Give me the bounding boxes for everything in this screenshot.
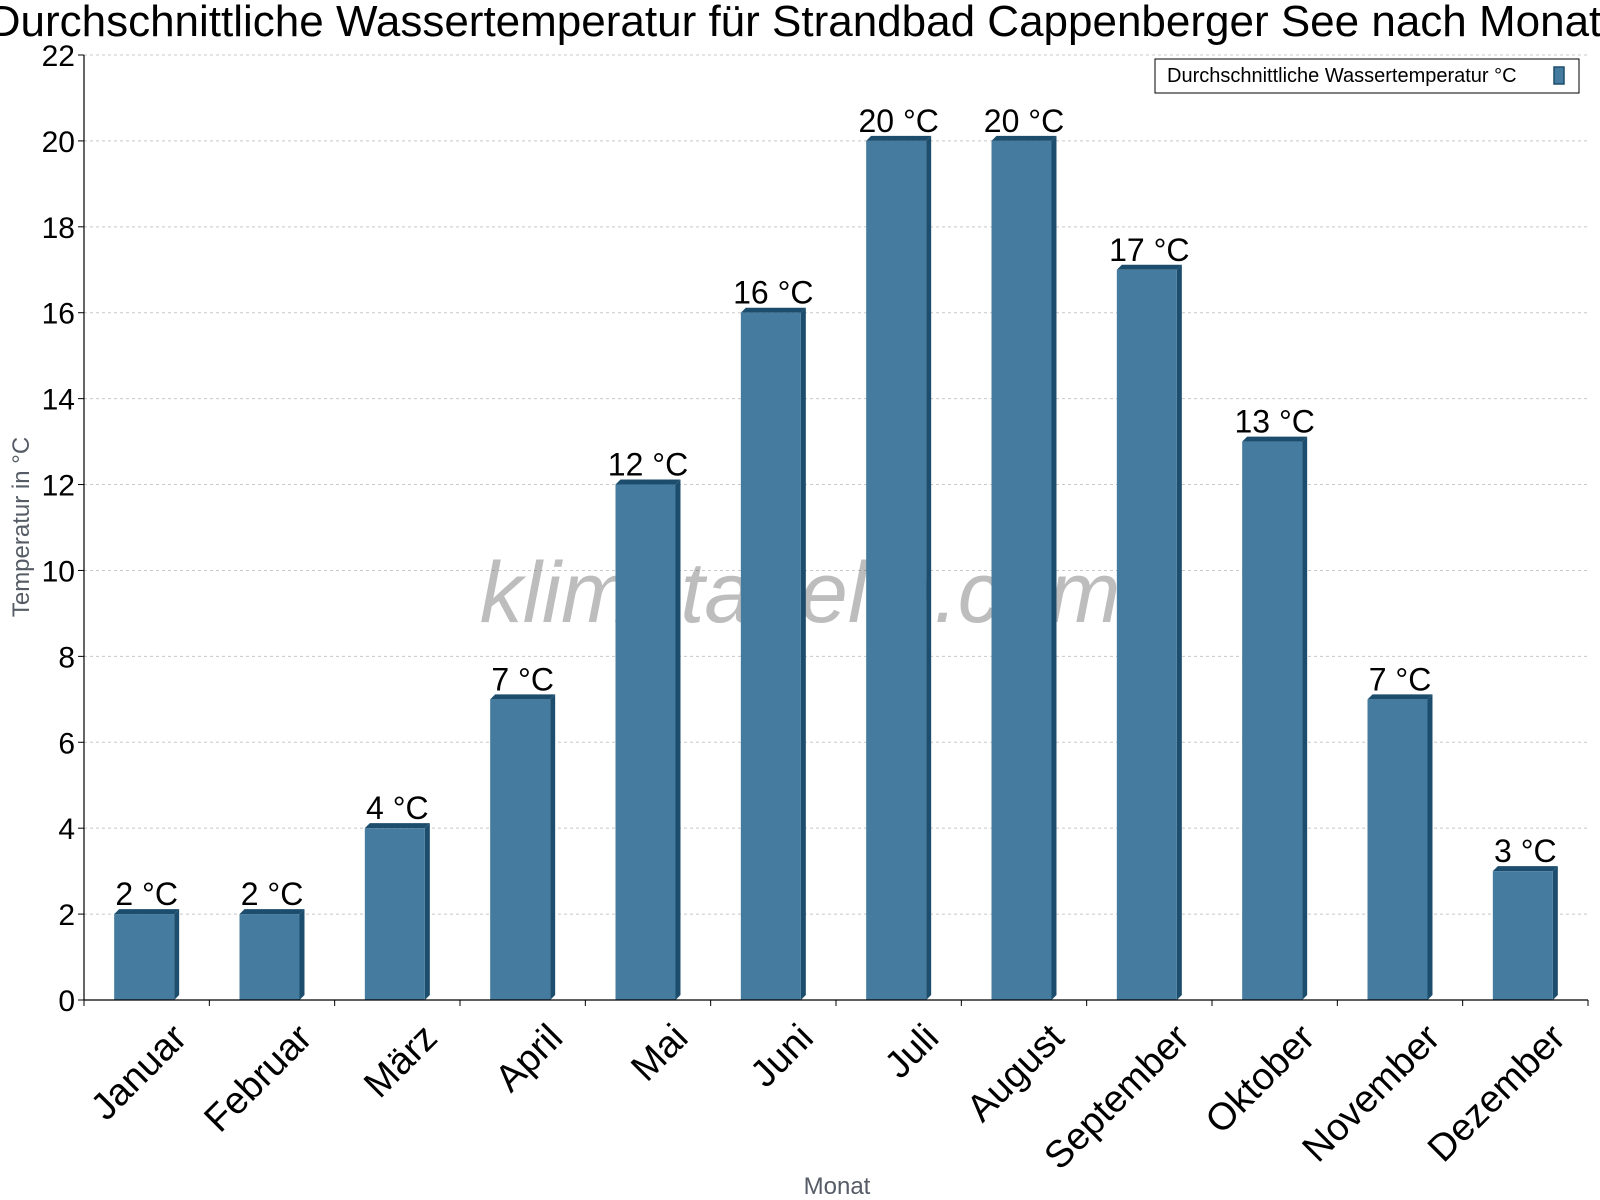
bar <box>364 823 430 1000</box>
data-label: 7 °C <box>1369 661 1432 697</box>
x-tick-label: Februar <box>197 1016 321 1140</box>
bar-top-face <box>239 909 305 915</box>
bar-side-face <box>1302 436 1308 1000</box>
bar-front-face <box>1492 871 1553 1000</box>
bar-side-face <box>299 909 305 1000</box>
x-tick-label: Januar <box>83 1016 195 1128</box>
data-label: 17 °C <box>1109 232 1189 268</box>
bar-top-face <box>364 823 430 829</box>
bar <box>1116 264 1182 1001</box>
y-tick-label: 22 <box>42 40 75 73</box>
y-tick-label: 0 <box>58 985 75 1018</box>
bar <box>1367 694 1433 1000</box>
bar-top-face <box>1242 436 1308 442</box>
bar-front-face <box>490 699 551 1000</box>
y-tick-label: 20 <box>42 126 75 159</box>
bar <box>615 479 681 1001</box>
y-tick-label: 12 <box>42 470 75 503</box>
y-tick-label: 18 <box>42 212 75 245</box>
y-tick-label: 16 <box>42 298 75 331</box>
bar-top-face <box>991 135 1057 141</box>
data-label: 3 °C <box>1494 833 1557 869</box>
bar <box>490 694 556 1000</box>
bar-side-face <box>1427 694 1433 1000</box>
y-tick-label: 14 <box>42 384 75 417</box>
data-label: 7 °C <box>491 661 554 697</box>
x-tick-label: Juli <box>877 1017 947 1087</box>
gridlines <box>84 54 1588 915</box>
bar <box>740 307 806 1000</box>
y-tick-label: 6 <box>58 727 75 760</box>
bar-front-face <box>991 140 1052 1001</box>
legend-box <box>1154 58 1580 94</box>
data-label: 20 °C <box>984 103 1064 139</box>
x-tick-label: August <box>959 1016 1073 1130</box>
bar <box>866 135 932 1001</box>
data-label: 12 °C <box>608 447 688 483</box>
x-tick-label: März <box>356 1017 445 1106</box>
bar-front-face <box>615 484 676 1001</box>
bar-top-face <box>866 135 932 141</box>
axes <box>83 55 1588 1001</box>
y-tick-label: 8 <box>58 641 75 674</box>
data-labels: 2 °C 2 °C 4 °C 7 °C 12 °C 16 °C 20 °C 20 °C 17 °… <box>115 103 1556 912</box>
bar-front-face <box>1367 699 1428 1000</box>
legend-label: Durchschnittliche Wassertemperatur °C <box>1167 65 1517 87</box>
x-tick-label: Dezember <box>1420 1016 1574 1170</box>
data-label: 2 °C <box>241 876 304 912</box>
x-tick-label: Oktober <box>1198 1016 1324 1142</box>
bar-top-face <box>740 307 806 313</box>
bar-front-face <box>740 312 801 1000</box>
bar-front-face <box>1116 269 1177 1001</box>
y-axis-label: Temperatur in °C <box>8 437 35 617</box>
bar-front-face <box>239 914 300 1000</box>
legend-swatch <box>1553 66 1565 85</box>
bar <box>1242 436 1308 1000</box>
bar-side-face <box>174 909 180 1000</box>
x-tick-label: Mai <box>623 1017 696 1090</box>
bar-top-face <box>114 909 180 915</box>
bars <box>114 135 1558 1001</box>
data-label: 4 °C <box>366 790 429 826</box>
bar-side-face <box>800 307 806 1000</box>
bar-side-face <box>675 479 681 1001</box>
bar-front-face <box>364 828 425 1000</box>
data-label: 16 °C <box>733 275 813 311</box>
x-tick-label: Juni <box>743 1017 822 1096</box>
bar <box>1492 866 1558 1000</box>
bar-side-face <box>424 823 430 1000</box>
y-tick-label: 4 <box>58 813 75 846</box>
x-ticks: Januar Februar März April Mai Juni Juli AugustS… <box>83 1000 1589 1178</box>
bar <box>239 909 305 1000</box>
bar-side-face <box>550 694 556 1000</box>
bar-top-face <box>1492 866 1558 872</box>
data-label: 2 °C <box>115 876 178 912</box>
bar-side-face <box>1051 135 1057 1001</box>
y-ticks: 0 2 4 6 8 10 12 14 16 18 20 22 <box>42 40 84 1018</box>
bar <box>991 135 1057 1001</box>
bar-front-face <box>866 140 927 1001</box>
legend: Durchschnittliche Wassertemperatur °C <box>1154 58 1580 94</box>
bar-side-face <box>1552 866 1558 1000</box>
bar-side-face <box>926 135 932 1001</box>
bar-side-face <box>1176 264 1182 1001</box>
x-tick-label: April <box>488 1017 571 1100</box>
data-label: 13 °C <box>1234 404 1314 440</box>
y-tick-label: 10 <box>42 555 75 588</box>
bar-top-face <box>1116 264 1182 270</box>
bar-top-face <box>490 694 556 700</box>
bar <box>114 909 180 1000</box>
bar-top-face <box>615 479 681 485</box>
bar-front-face <box>1242 441 1303 1000</box>
y-tick-label: 2 <box>58 899 75 932</box>
chart-title: Durchschnittliche Wassertemperatur für S… <box>0 0 1600 46</box>
data-label: 20 °C <box>858 103 938 139</box>
x-axis-label: Monat <box>804 1173 871 1200</box>
bar-front-face <box>114 914 175 1000</box>
bar-top-face <box>1367 694 1433 700</box>
